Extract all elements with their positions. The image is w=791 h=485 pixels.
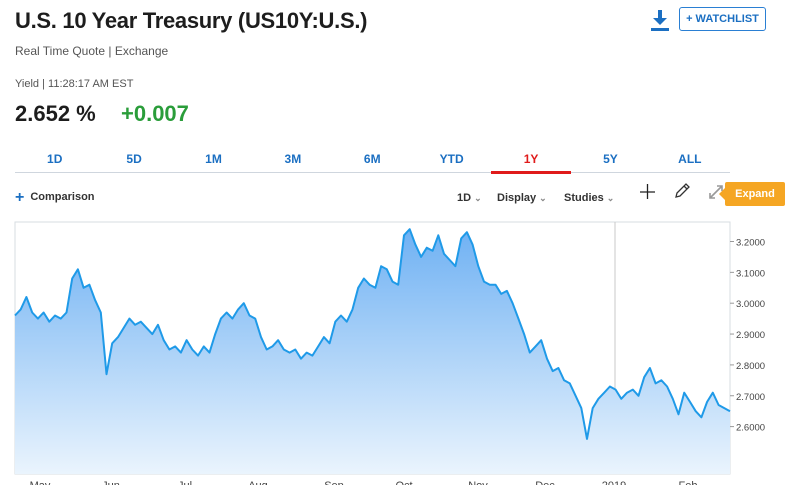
expand-button[interactable]: Expand: [719, 182, 785, 206]
add-to-watchlist-button[interactable]: + WATCHLIST: [679, 7, 766, 31]
chevron-down-icon: ⌄: [474, 193, 482, 203]
chevron-down-icon: ⌄: [606, 193, 615, 203]
y-tick-label: 2.8000: [736, 361, 765, 372]
x-tick-label: Feb: [679, 480, 698, 485]
x-tick-label: Dec: [535, 480, 555, 485]
page-title: U.S. 10 Year Treasury (US10Y:U.S.): [15, 8, 368, 33]
range-tabs: 1D 5D 1M 3M 6M YTD 1Y 5Y ALL: [15, 148, 730, 174]
tab-6m[interactable]: 6M: [363, 152, 381, 166]
plus-icon: +: [15, 188, 25, 206]
tab-3m[interactable]: 3M: [284, 152, 302, 166]
series-line: [14, 228, 731, 440]
tab-all[interactable]: ALL: [678, 152, 702, 166]
tab-5d[interactable]: 5D: [126, 152, 142, 166]
x-tick-label: Jul: [178, 480, 192, 485]
quote-source: Real Time Quote | Exchange: [15, 44, 169, 58]
studies-dropdown[interactable]: Studies ⌄: [564, 192, 614, 204]
x-tick-label: Jun: [102, 480, 120, 485]
yield-change: +0.007: [121, 101, 189, 126]
tab-1y[interactable]: 1Y: [491, 148, 572, 174]
pencil-icon[interactable]: [673, 182, 691, 200]
tab-1d[interactable]: 1D: [47, 152, 63, 166]
display-dropdown[interactable]: Display ⌄: [497, 192, 547, 204]
interval-dropdown[interactable]: 1D ⌄: [457, 192, 482, 204]
chart-toolbar: + Comparison 1D ⌄ Display ⌄ Studies ⌄ Expan…: [0, 182, 791, 214]
y-tick-label: 2.9000: [736, 330, 765, 341]
series-area: [15, 229, 730, 474]
x-tick-label: Sep: [324, 480, 344, 485]
tab-ytd[interactable]: YTD: [439, 152, 464, 166]
download-icon[interactable]: [648, 8, 672, 32]
y-tick-label: 3.1000: [736, 268, 765, 279]
x-tick-label: May: [30, 480, 51, 485]
x-tick-label: Nov: [468, 480, 488, 485]
y-tick-label: 2.7000: [736, 392, 765, 403]
tab-5y[interactable]: 5Y: [603, 152, 618, 166]
x-tick-label: Oct: [395, 480, 412, 485]
current-yield: 2.652 %: [15, 101, 96, 126]
comparison-button[interactable]: + Comparison: [15, 188, 95, 206]
chevron-down-icon: ⌄: [539, 193, 547, 203]
x-tick-label: Aug: [248, 480, 268, 485]
tab-1m[interactable]: 1M: [205, 152, 222, 166]
y-tick-label: 3.2000: [736, 238, 765, 249]
comparison-label: Comparison: [30, 191, 95, 203]
display-label: Display: [497, 192, 537, 204]
crosshair-tool-button[interactable]: [633, 182, 662, 200]
yield-timestamp: Yield | 11:28:17 AM EST: [15, 78, 134, 90]
y-tick-label: 2.6000: [736, 423, 765, 434]
y-tick-label: 3.0000: [736, 299, 765, 310]
x-tick-label: 2019: [602, 480, 626, 485]
yield-chart[interactable]: 3.2000 3.1000 3.0000 2.9000 2.8000 2.7000 2.60…: [0, 218, 791, 485]
interval-label: 1D: [457, 192, 472, 204]
studies-label: Studies: [564, 192, 604, 204]
